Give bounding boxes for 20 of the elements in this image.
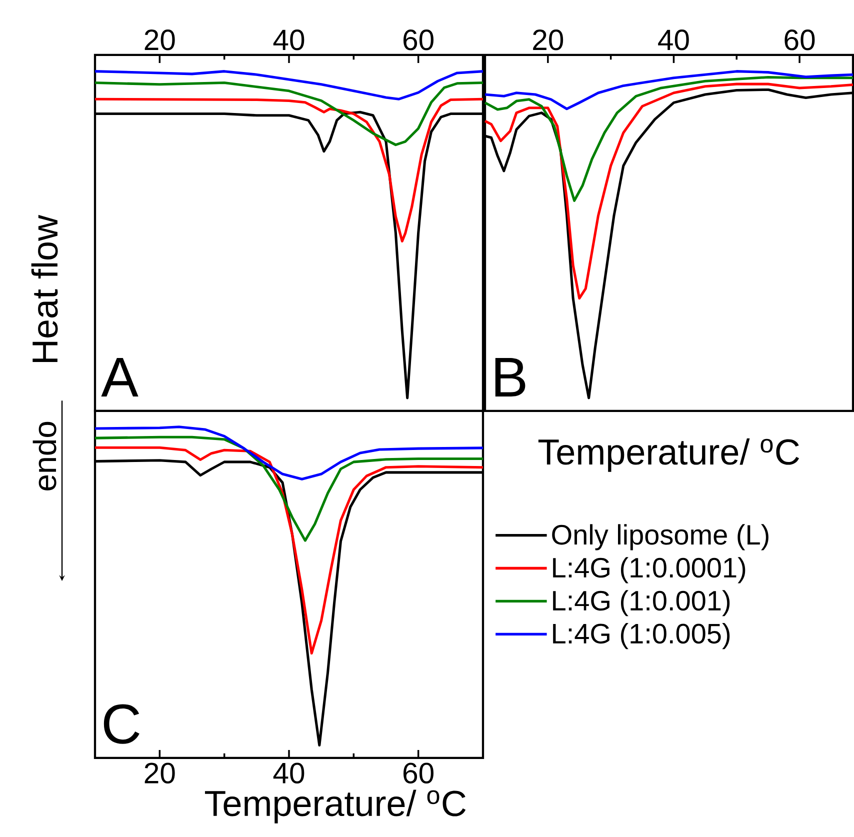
x-tick-label: 20 (144, 762, 175, 784)
x-tick-label: 60 (403, 30, 434, 50)
legend-label: L:4G (1:0.0001) (553, 557, 746, 584)
legend-label: L:4G (1:0.005) (553, 623, 730, 650)
legend-label: L:4G (1:0.001) (553, 590, 730, 616)
x-tick-label: 60 (784, 30, 815, 50)
x-tick-label: 20 (144, 30, 175, 50)
annotation: A (101, 358, 138, 396)
legend-label: Only liposome (L) (552, 524, 768, 550)
x-tick-label: 40 (273, 30, 304, 50)
annotation: C (104, 704, 140, 744)
annotation: B (495, 358, 526, 396)
x-tick-label: 20 (533, 30, 564, 50)
x-tick-label: 40 (273, 762, 304, 784)
x-axis-title: Temperature/ $^{o}$C (204, 790, 466, 824)
x-tick-label: 60 (404, 762, 434, 784)
y-axis-title: Heat flow (31, 214, 58, 362)
x-tick-label: 40 (658, 30, 689, 50)
x-axis-title: Temperature/ $^{o}$C (538, 438, 800, 472)
text: endo (32, 422, 56, 490)
